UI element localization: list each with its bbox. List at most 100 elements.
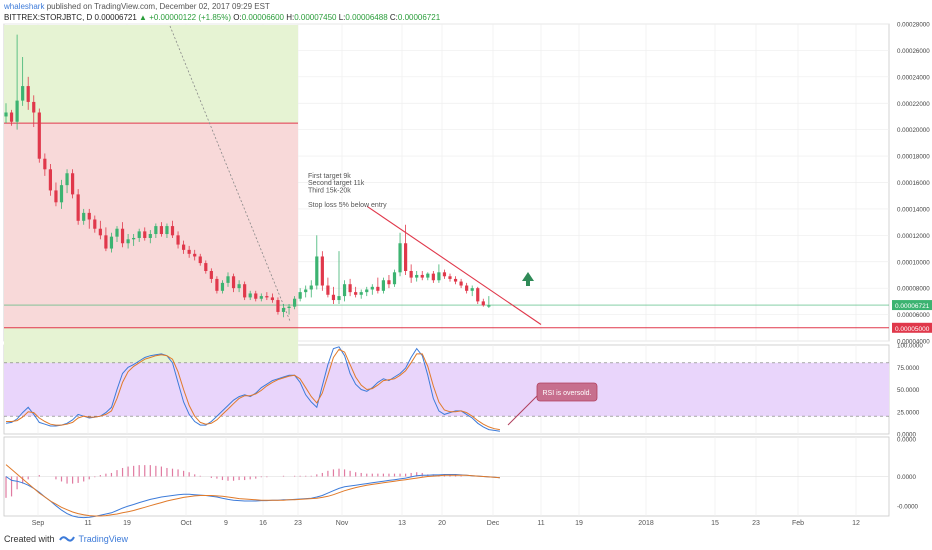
candle-body bbox=[342, 284, 347, 297]
candle-body bbox=[198, 256, 202, 264]
publish-info: published on TradingView.com, December 0… bbox=[46, 2, 270, 11]
last-price-badge bbox=[892, 300, 932, 311]
y-tick-label: 0.00010000 bbox=[897, 259, 930, 266]
callout-pointer bbox=[507, 394, 539, 426]
candle-body bbox=[426, 273, 430, 278]
y-tick-label: 0.00022000 bbox=[897, 101, 930, 108]
candle-body bbox=[420, 274, 424, 278]
close-label: C: bbox=[389, 13, 398, 22]
rsi-y-tick: 25.0000 bbox=[897, 409, 920, 416]
candle-body bbox=[276, 300, 280, 312]
candle-body bbox=[231, 276, 236, 289]
y-tick-label: 0.00018000 bbox=[897, 154, 930, 161]
stop-price-badge-text: 0.00005000 bbox=[895, 326, 930, 333]
candle-body bbox=[176, 235, 180, 245]
close-value: 0.00006721 bbox=[397, 13, 441, 22]
candle-body bbox=[21, 86, 25, 101]
callout-box bbox=[536, 382, 598, 402]
rsi-band bbox=[4, 362, 889, 417]
tradingview-brand-link[interactable]: TradingView bbox=[78, 534, 129, 544]
candle-body bbox=[148, 234, 152, 238]
candle-body bbox=[409, 270, 413, 278]
candle-body bbox=[126, 239, 130, 244]
projection-dashed-line bbox=[169, 25, 291, 322]
rsi-y-tick: 50.0000 bbox=[897, 387, 920, 394]
trade-note: Second target 11k bbox=[308, 180, 365, 187]
candle-body bbox=[159, 226, 163, 235]
candle-body bbox=[298, 292, 302, 299]
candle-body bbox=[270, 297, 274, 301]
candle-body bbox=[165, 226, 169, 235]
candle-body bbox=[87, 212, 91, 220]
x-tick-label: 19 bbox=[123, 520, 131, 527]
candle-body bbox=[487, 305, 491, 307]
candle-body bbox=[354, 292, 358, 295]
candle-body bbox=[215, 278, 219, 291]
x-tick-label: 13 bbox=[398, 520, 406, 527]
y-tick-label: 0.00026000 bbox=[897, 48, 930, 55]
candle-body bbox=[59, 185, 64, 203]
y-tick-label: 0.00016000 bbox=[897, 180, 930, 187]
candle-body bbox=[209, 270, 213, 279]
candle-body bbox=[437, 272, 441, 281]
candle-body bbox=[465, 285, 469, 291]
last-price-badge-text: 0.00006721 bbox=[895, 303, 930, 310]
candle-body bbox=[331, 294, 336, 301]
author-link[interactable]: whaleshark bbox=[4, 2, 45, 11]
candle-body bbox=[387, 280, 391, 285]
macd-y-tick: 0.0000 bbox=[897, 437, 916, 444]
rsi-series-line bbox=[6, 348, 500, 431]
y-tick-label: 0.00006000 bbox=[897, 312, 930, 319]
x-tick-label: Nov bbox=[336, 520, 349, 527]
candle-body bbox=[459, 281, 463, 286]
candle-body bbox=[337, 296, 341, 301]
y-tick-label: 0.00012000 bbox=[897, 233, 930, 240]
candle-body bbox=[226, 276, 230, 283]
candle-body bbox=[237, 284, 241, 289]
candle-body bbox=[76, 194, 80, 221]
x-tick-label: 23 bbox=[752, 520, 760, 527]
candle-body bbox=[220, 282, 225, 291]
price-change: ▲ +0.00000122 (+1.85%) bbox=[139, 13, 232, 22]
x-tick-label: 23 bbox=[294, 520, 302, 527]
candle-body bbox=[65, 173, 69, 186]
candle-body bbox=[32, 101, 36, 113]
symbol-label: BITTREX:STORJBTC, D bbox=[4, 13, 93, 22]
y-tick-label: 0.00008000 bbox=[897, 286, 930, 293]
candle-body bbox=[431, 273, 435, 281]
candle-body bbox=[453, 278, 458, 282]
rsi-y-tick: 0.0000 bbox=[897, 432, 916, 439]
footer: Created with TradingView bbox=[4, 534, 128, 544]
candle-body bbox=[243, 284, 247, 298]
trade-note: Third 15k-20k bbox=[308, 187, 351, 194]
candle-body bbox=[98, 228, 102, 236]
buy-arrow-icon bbox=[522, 272, 534, 286]
candle-body bbox=[398, 243, 402, 273]
candle-body bbox=[37, 112, 41, 159]
candle-body bbox=[82, 212, 86, 221]
low-value: 0.00006488 bbox=[345, 13, 388, 22]
candle-body bbox=[259, 296, 263, 299]
candle-body bbox=[304, 289, 308, 293]
created-with-label: Created with bbox=[4, 534, 55, 544]
candle-body bbox=[404, 243, 408, 271]
candle-body bbox=[326, 285, 330, 295]
candle-body bbox=[281, 307, 286, 312]
candle-body bbox=[392, 272, 397, 285]
x-tick-label: 12 bbox=[852, 520, 860, 527]
candle-body bbox=[93, 219, 97, 229]
candle-body bbox=[365, 289, 369, 293]
candle-body bbox=[48, 169, 52, 191]
x-tick-label: 11 bbox=[537, 520, 544, 527]
trade-note: Stop loss 5% below entry bbox=[308, 202, 387, 209]
candle-body bbox=[26, 86, 30, 102]
candle-body bbox=[415, 274, 419, 278]
candle-body bbox=[320, 256, 324, 286]
candle-body bbox=[359, 292, 363, 295]
candle-body bbox=[442, 272, 447, 277]
macd-series-line bbox=[5, 464, 500, 517]
y-tick-label: 0.00024000 bbox=[897, 74, 930, 81]
candle-body bbox=[170, 226, 175, 236]
candle-body bbox=[120, 228, 125, 244]
